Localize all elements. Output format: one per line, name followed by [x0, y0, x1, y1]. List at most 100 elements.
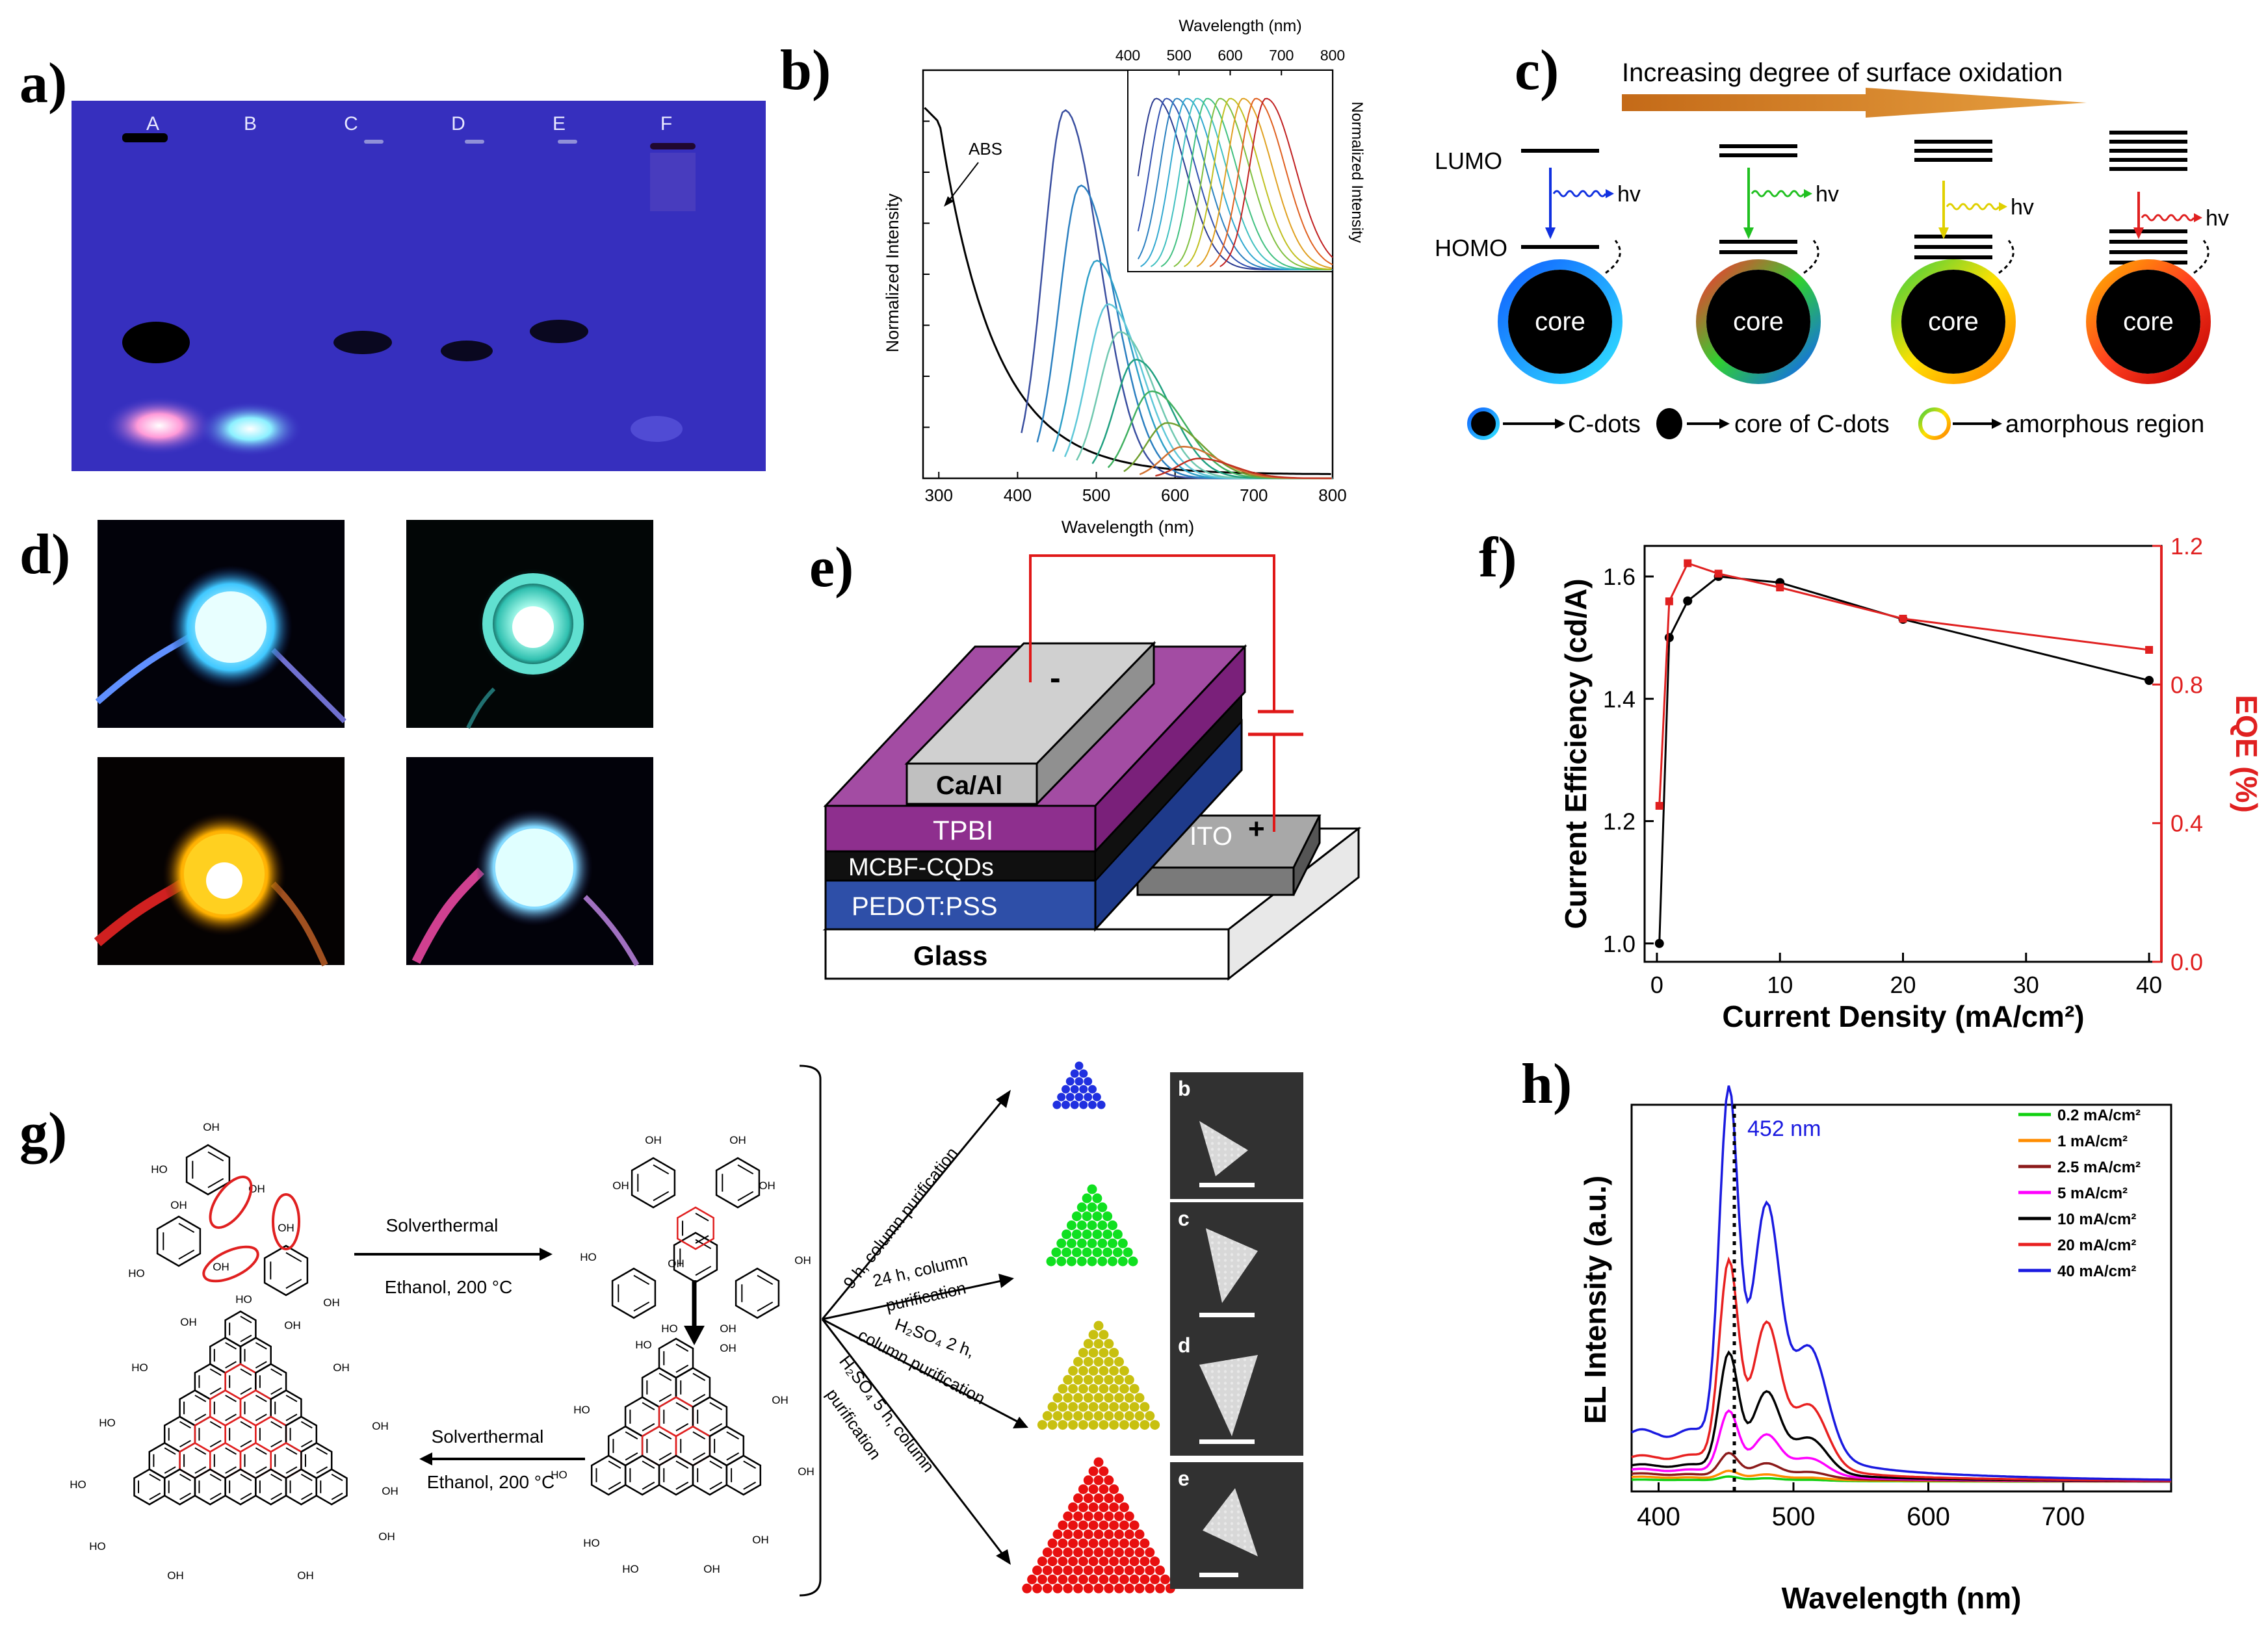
- panel-b-abs-arrow: [945, 162, 979, 205]
- emission-curve: [1155, 458, 1332, 480]
- data-point: [1683, 596, 1693, 606]
- inset-curve: [1219, 97, 1333, 268]
- legend-entry: 2.5 mA/cm²: [2057, 1159, 2141, 1176]
- panel-b-inset-xlabel: Wavelength (nm): [1179, 17, 1301, 35]
- data-point: [1655, 802, 1663, 810]
- circuit-wire: [1029, 554, 1275, 712]
- benzene-ring: [315, 1468, 348, 1506]
- x-tick-label: 30: [2013, 972, 2039, 998]
- core-label: core: [1733, 307, 1784, 336]
- oh-label: OH: [170, 1199, 187, 1211]
- hv-label: hv: [1617, 182, 1641, 207]
- triangular-cqd: OH OH HO OH HO OH HO OH HO OH OH OH: [70, 1310, 398, 1582]
- peak-label: 452 nm: [1747, 1116, 1821, 1141]
- plus-sign: +: [1248, 813, 1265, 845]
- panel-label-e: e): [809, 536, 854, 599]
- x-tick-label: 700: [1240, 485, 1268, 505]
- oh-label: OH: [180, 1316, 197, 1328]
- x-tick-label: 400: [1637, 1502, 1680, 1531]
- panel-b-inset-ylabel: Normalized Intensity: [1348, 101, 1366, 242]
- series-line: [1658, 561, 2150, 806]
- oh-label: OH: [759, 1179, 776, 1192]
- x-tick-label: 0: [1650, 972, 1663, 998]
- oh-label: OH: [213, 1261, 229, 1273]
- cqd-triangle-4: [1022, 1457, 1175, 1593]
- legend-entry: 0.2 mA/cm²: [2057, 1107, 2141, 1124]
- oxidation-state-3: hv core: [1891, 140, 2034, 384]
- panel-e-device: Glass ITO + PEDOT:PSS MCBF-CQDs TPBI Ca/…: [822, 554, 1362, 981]
- oh-label: OH: [752, 1534, 769, 1546]
- lane-label: C: [344, 113, 358, 135]
- oh-label: OH: [729, 1134, 746, 1146]
- data-point: [2144, 676, 2154, 686]
- panel-d-photos: [94, 520, 653, 967]
- oxidation-state-4: hv core: [2086, 131, 2229, 384]
- panel-c-oxidation-arrow: [1622, 88, 2087, 118]
- oh-label: OH: [382, 1485, 398, 1497]
- layer-cathode: Ca/Al: [936, 771, 1002, 800]
- hv-label: hv: [2206, 206, 2229, 231]
- oxidation-state-2: hv core: [1696, 144, 1839, 384]
- scale-bar: [1199, 1439, 1255, 1444]
- core-label: core: [1928, 307, 1979, 336]
- oh-label: OH: [372, 1420, 389, 1432]
- oh-label: OH: [203, 1121, 220, 1133]
- panel-h-axes-frame: [1630, 1103, 2172, 1493]
- panel-h-xlabel: Wavelength (nm): [1782, 1581, 2022, 1615]
- panel-b-xlabel: Wavelength (nm): [1062, 517, 1195, 537]
- panel-f-ylabel-left: Current Efficiency (cd/A): [1559, 578, 1593, 929]
- oh-label: OH: [720, 1342, 736, 1354]
- panel-b-inset-frame: [1127, 70, 1333, 272]
- scale-bar: [1199, 1313, 1255, 1317]
- legend-entry: 40 mA/cm²: [2057, 1263, 2136, 1280]
- panel-label-g: g): [20, 1102, 68, 1165]
- layer-ito: ITO: [1190, 822, 1232, 851]
- x-tick-label: 500: [1082, 485, 1110, 505]
- inset-curve: [1160, 97, 1331, 270]
- benzene-ring: [715, 1157, 761, 1209]
- y-tick-label-left: 1.6: [1603, 563, 1636, 590]
- oh-label: HO: [235, 1293, 252, 1306]
- tem-label: d: [1178, 1334, 1191, 1357]
- x-tick-label: 20: [1890, 972, 1916, 998]
- y-tick-label-left: 1.0: [1603, 931, 1636, 957]
- legend-amorphous: amorphous region: [2005, 411, 2204, 438]
- inset-curve: [1184, 97, 1332, 270]
- tem-image-e: e: [1170, 1462, 1303, 1589]
- panel-h-chart: 400 500 600 700 452 nm 0.2 mA/cm² 1 mA/cm² 2.…: [1578, 1085, 2172, 1615]
- oh-label: OH: [720, 1322, 736, 1335]
- benzene-ring: [631, 1157, 676, 1209]
- oh-label: HO: [89, 1540, 106, 1553]
- y-tick-label-right: 0.0: [2170, 949, 2203, 975]
- data-point: [1665, 597, 1673, 606]
- scale-bar: [1199, 1573, 1238, 1577]
- el-series-line: [1631, 1256, 2171, 1482]
- legend-cdots: C-dots: [1568, 411, 1641, 438]
- step2-bottom: Ethanol, 200 °C: [427, 1472, 554, 1492]
- tem-label: c: [1178, 1207, 1190, 1230]
- panel-c-homo: HOMO: [1435, 235, 1507, 261]
- oh-label: OH: [645, 1134, 662, 1146]
- panel-label-f: f): [1479, 526, 1517, 589]
- tem-image-c: c: [1170, 1202, 1303, 1329]
- oh-label: HO: [128, 1267, 145, 1280]
- oh-label: HO: [131, 1361, 148, 1374]
- x-tick-label: 300: [925, 485, 953, 505]
- x-tick-label: 10: [1767, 972, 1793, 998]
- panel-c-title: Increasing degree of surface oxidation: [1622, 58, 2063, 87]
- tem-label: b: [1178, 1077, 1191, 1100]
- x-tick-label: 800: [1318, 485, 1346, 505]
- layer-glass: Glass: [913, 940, 987, 971]
- panel-b-ylabel: Normalized Intensity: [883, 193, 902, 352]
- emission-curve: [1063, 303, 1333, 480]
- panel-b-spectra: 300 400 500 600 700 800 Wavelength (nm) Norma…: [883, 17, 1366, 537]
- lane-label: F: [660, 113, 672, 135]
- step1-bottom: Ethanol, 200 °C: [385, 1277, 512, 1297]
- inset-curve: [1209, 97, 1333, 268]
- oh-label: HO: [551, 1469, 567, 1481]
- oh-label: HO: [622, 1563, 639, 1575]
- oh-label: OH: [323, 1296, 340, 1309]
- oh-label: HO: [99, 1417, 116, 1429]
